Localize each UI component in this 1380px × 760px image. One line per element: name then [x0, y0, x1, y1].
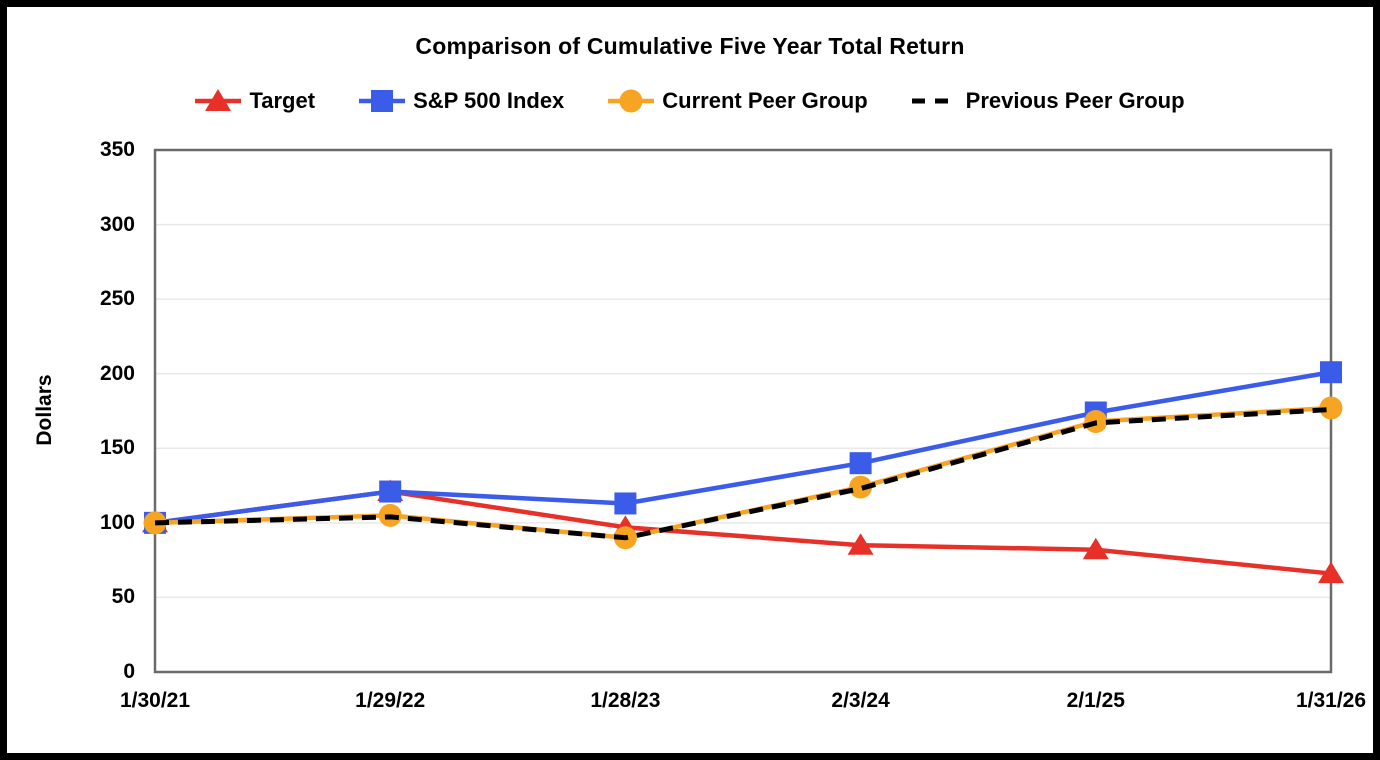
chart-legend: Target S&P 500 Index Current Peer Group Pre…	[0, 84, 1380, 118]
legend-label: Previous Peer Group	[965, 88, 1185, 113]
legend-label: Target	[249, 88, 316, 113]
y-tick-label-0: 0	[123, 660, 135, 683]
x-tick-label-1-29-22: 1/29/22	[355, 689, 426, 712]
legend-item-target: Target	[195, 86, 315, 116]
series-line-current-peer-group	[154, 405, 1332, 541]
legend-marker-dashes-icon	[911, 98, 958, 104]
legend-item-s-p-500-index: S&P 500 Index	[359, 86, 564, 116]
legend-item-current-peer-group: Current Peer Group	[608, 86, 868, 116]
marker-square-s-p-500-index	[614, 492, 637, 515]
marker-square-s-p-500-index	[1320, 361, 1342, 384]
y-tick-label-350: 350	[99, 138, 135, 161]
series-line-previous-peer-group	[154, 407, 1332, 541]
y-tick-label-200: 200	[99, 361, 135, 385]
y-tick-label-50: 50	[111, 585, 135, 609]
x-tick-label-2-3-24: 2/3/24	[831, 689, 890, 712]
chart-title: Comparison of Cumulative Five Year Total…	[415, 33, 965, 59]
legend-item-previous-peer-group: Previous Peer Group	[911, 86, 1185, 116]
marker-triangle-target	[1082, 537, 1109, 560]
plot-border	[153, 148, 1333, 674]
legend-marker-triangle-icon	[195, 89, 242, 111]
y-tick-label-300: 300	[99, 212, 135, 236]
marker-square-s-p-500-index	[379, 480, 402, 503]
y-tick-label-250: 250	[99, 287, 135, 311]
legend-label: Current Peer Group	[662, 88, 868, 113]
series-line-s-p-500-index	[154, 370, 1332, 526]
legend-marker-circle-icon	[608, 89, 655, 113]
y-tick-label-100: 100	[99, 510, 135, 534]
y-tick-label-150: 150	[99, 436, 135, 460]
marker-circle-current-peer-group	[1319, 396, 1343, 420]
x-tick-label-1-30-21: 1/30/21	[119, 689, 191, 712]
legend-marker-square-icon	[359, 90, 406, 112]
x-tick-label-1-28-23: 1/28/23	[590, 689, 661, 712]
x-tick-label-1-31-26: 1/31/26	[1295, 689, 1367, 712]
legend-label: S&P 500 Index	[413, 88, 565, 113]
marker-triangle-target	[1318, 561, 1344, 584]
marker-circle-current-peer-group	[849, 475, 873, 499]
series-line-target	[154, 489, 1332, 576]
x-tick-label-2-1-25: 2/1/25	[1066, 689, 1125, 712]
marker-square-s-p-500-index	[849, 452, 872, 475]
marker-triangle-target	[847, 533, 874, 555]
